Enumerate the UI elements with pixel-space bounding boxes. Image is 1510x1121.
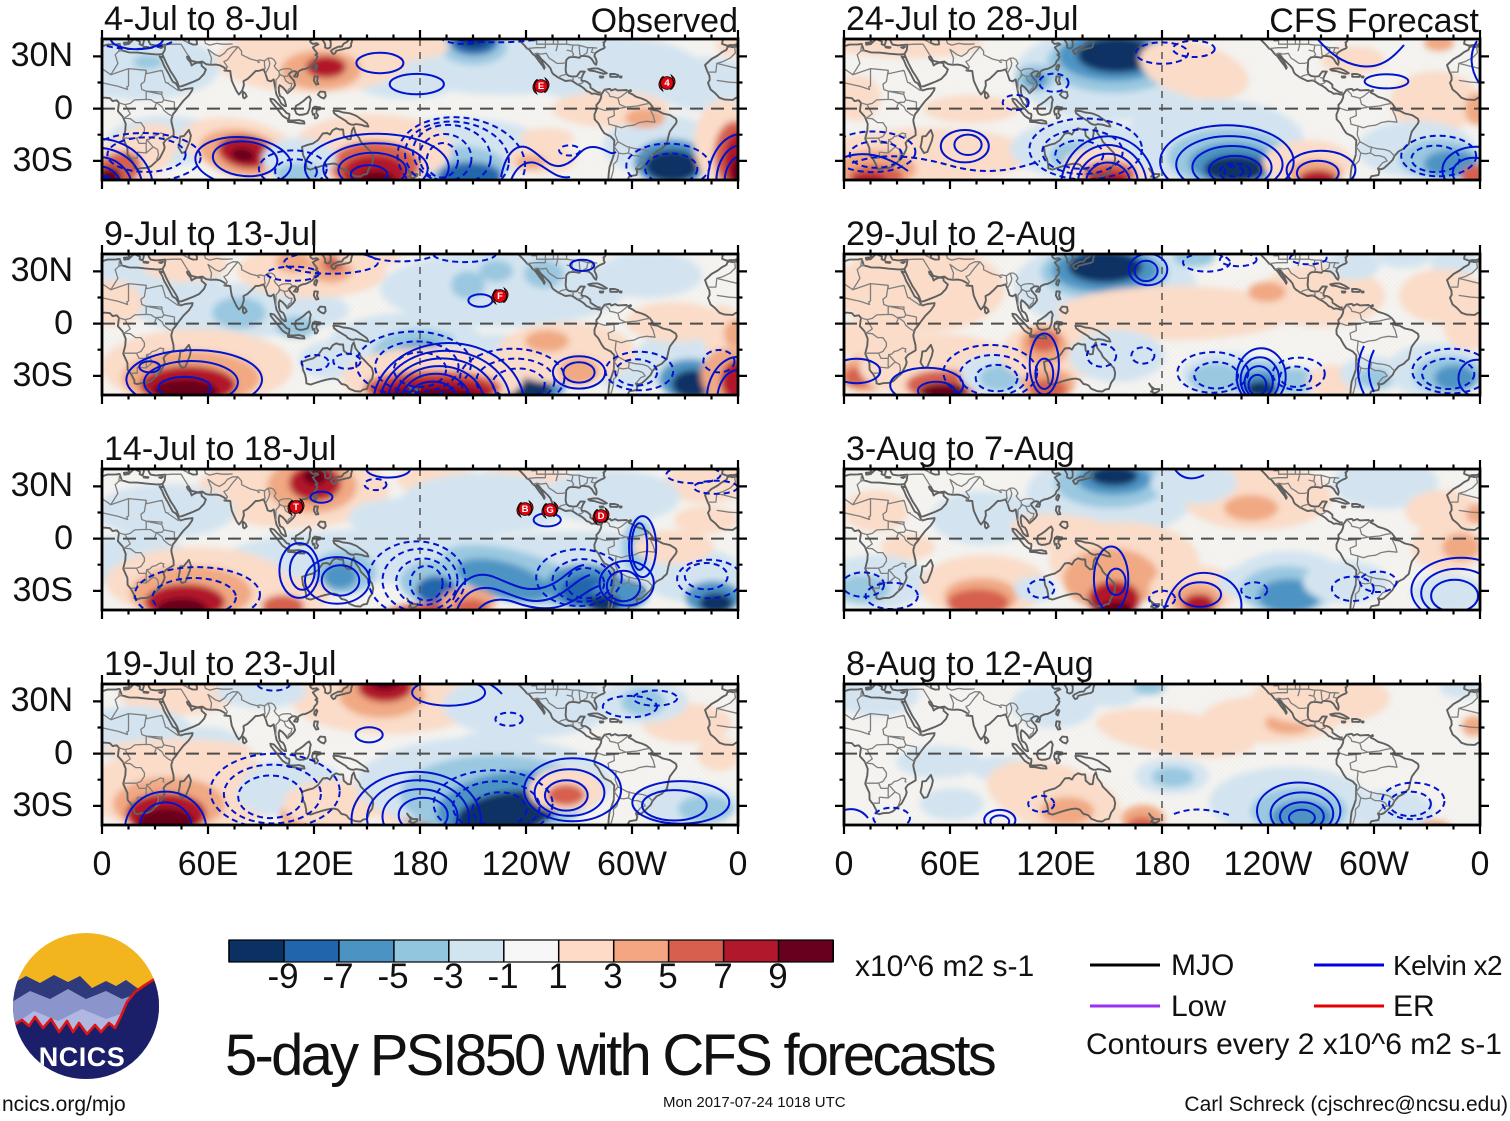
svg-text:D: D bbox=[597, 511, 604, 522]
svg-text:G: G bbox=[546, 505, 553, 516]
svg-text:B: B bbox=[521, 504, 528, 515]
svg-text:4: 4 bbox=[664, 78, 670, 89]
svg-text:E: E bbox=[537, 81, 543, 92]
svg-text:F: F bbox=[497, 291, 503, 302]
svg-text:T: T bbox=[293, 502, 299, 513]
svg-text:NCICS: NCICS bbox=[38, 1042, 125, 1072]
